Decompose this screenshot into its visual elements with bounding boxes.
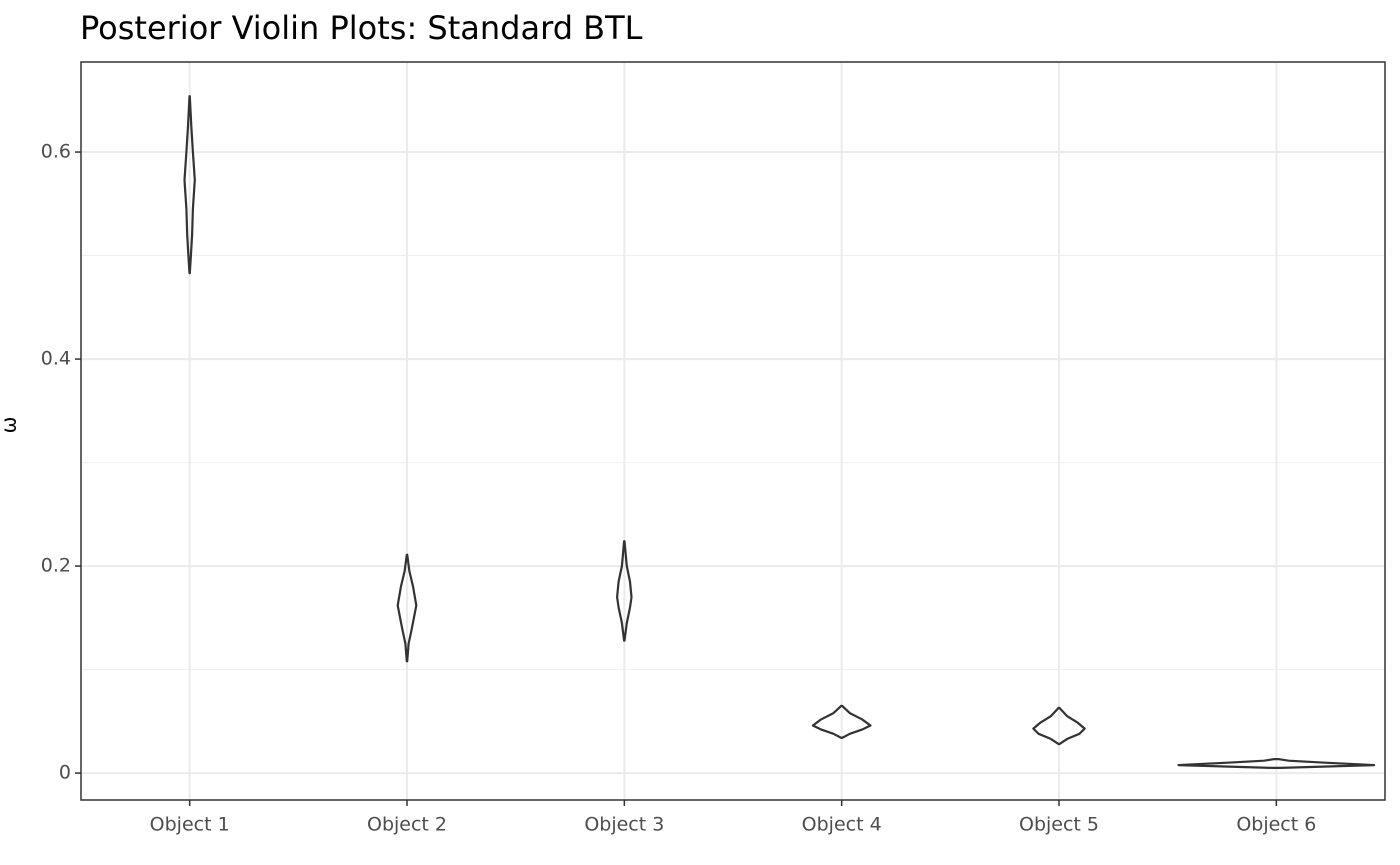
x-tick-label: Object 3	[584, 814, 664, 836]
violin	[811, 704, 872, 739]
y-tick-label: 0.2	[41, 555, 71, 577]
violin	[396, 553, 418, 663]
plot-border	[80, 61, 1386, 801]
y-tick-label: 0.4	[41, 348, 71, 370]
violin	[183, 95, 196, 275]
x-tick-label: Object 4	[802, 814, 882, 836]
x-tick-label: Object 2	[367, 814, 447, 836]
y-tick-label: 0.6	[41, 141, 71, 163]
violin	[616, 540, 633, 642]
x-tick-label: Object 6	[1236, 814, 1316, 836]
violin	[1032, 706, 1086, 746]
chart-title: Posterior Violin Plots: Standard BTL	[80, 9, 643, 47]
x-tick-label: Object 5	[1019, 814, 1099, 836]
y-tick-label: 0	[59, 762, 71, 784]
y-axis-label: ω	[0, 417, 21, 434]
x-tick-label: Object 1	[150, 814, 230, 836]
violin	[1177, 758, 1376, 769]
